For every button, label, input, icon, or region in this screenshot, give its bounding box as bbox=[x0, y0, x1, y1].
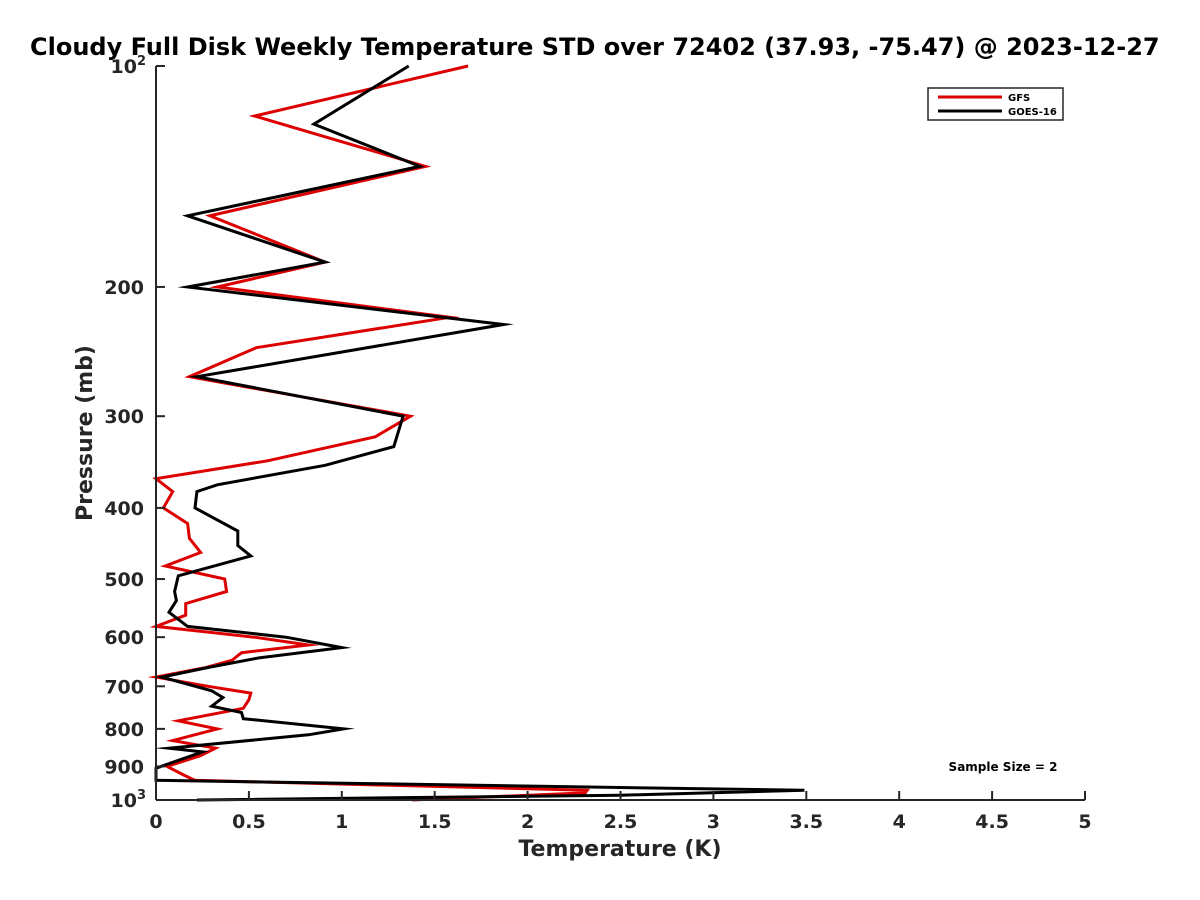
x-tick-label: 4 bbox=[893, 811, 906, 833]
x-tick-label: 3.5 bbox=[789, 811, 823, 833]
series-line-goes-16 bbox=[154, 64, 805, 802]
axes-layer: 0 0.5 1 1.5 2 2.5 3 3.5 4 4.5 510 22003004005006007… bbox=[104, 54, 1091, 833]
x-tick-label: 0.5 bbox=[232, 811, 266, 833]
x-tick-label: 1.5 bbox=[418, 811, 452, 833]
y-tick-label: 400 bbox=[104, 498, 144, 520]
y-tick-label: 10 bbox=[111, 56, 137, 78]
y-tick-label: 200 bbox=[104, 277, 144, 299]
y-tick-label: 300 bbox=[104, 406, 144, 428]
x-tick-label: 1 bbox=[335, 811, 348, 833]
x-tick-label: 0 bbox=[149, 811, 162, 833]
y-tick-label: 10 bbox=[111, 790, 137, 812]
y-tick-label: 600 bbox=[104, 627, 144, 649]
y-tick-exponent: 3 bbox=[137, 788, 146, 803]
y-tick-label: 700 bbox=[104, 676, 144, 698]
y-tick-label: 800 bbox=[104, 719, 144, 741]
x-tick-label: 3 bbox=[707, 811, 720, 833]
x-tick-label: 5 bbox=[1078, 811, 1091, 833]
legend-label: GOES-16 bbox=[1008, 107, 1057, 118]
y-axis-label: Pressure (mb) bbox=[73, 345, 98, 521]
series-layer bbox=[147, 64, 805, 802]
x-tick-label: 2 bbox=[521, 811, 534, 833]
chart-title: Cloudy Full Disk Weekly Temperature STD … bbox=[30, 33, 1160, 61]
x-axis-label: Temperature (K) bbox=[518, 837, 721, 862]
y-tick-label: 900 bbox=[104, 756, 144, 778]
legend: GFS GOES-16 bbox=[927, 87, 1064, 121]
x-tick-label: 4.5 bbox=[975, 811, 1009, 833]
sample-size-annotation: Sample Size = 2 bbox=[949, 760, 1058, 774]
x-tick-label: 2.5 bbox=[604, 811, 638, 833]
legend-box bbox=[927, 87, 1064, 121]
legend-label: GFS bbox=[1008, 93, 1030, 104]
y-tick-exponent: 2 bbox=[137, 54, 146, 69]
y-tick-label: 500 bbox=[104, 569, 144, 591]
